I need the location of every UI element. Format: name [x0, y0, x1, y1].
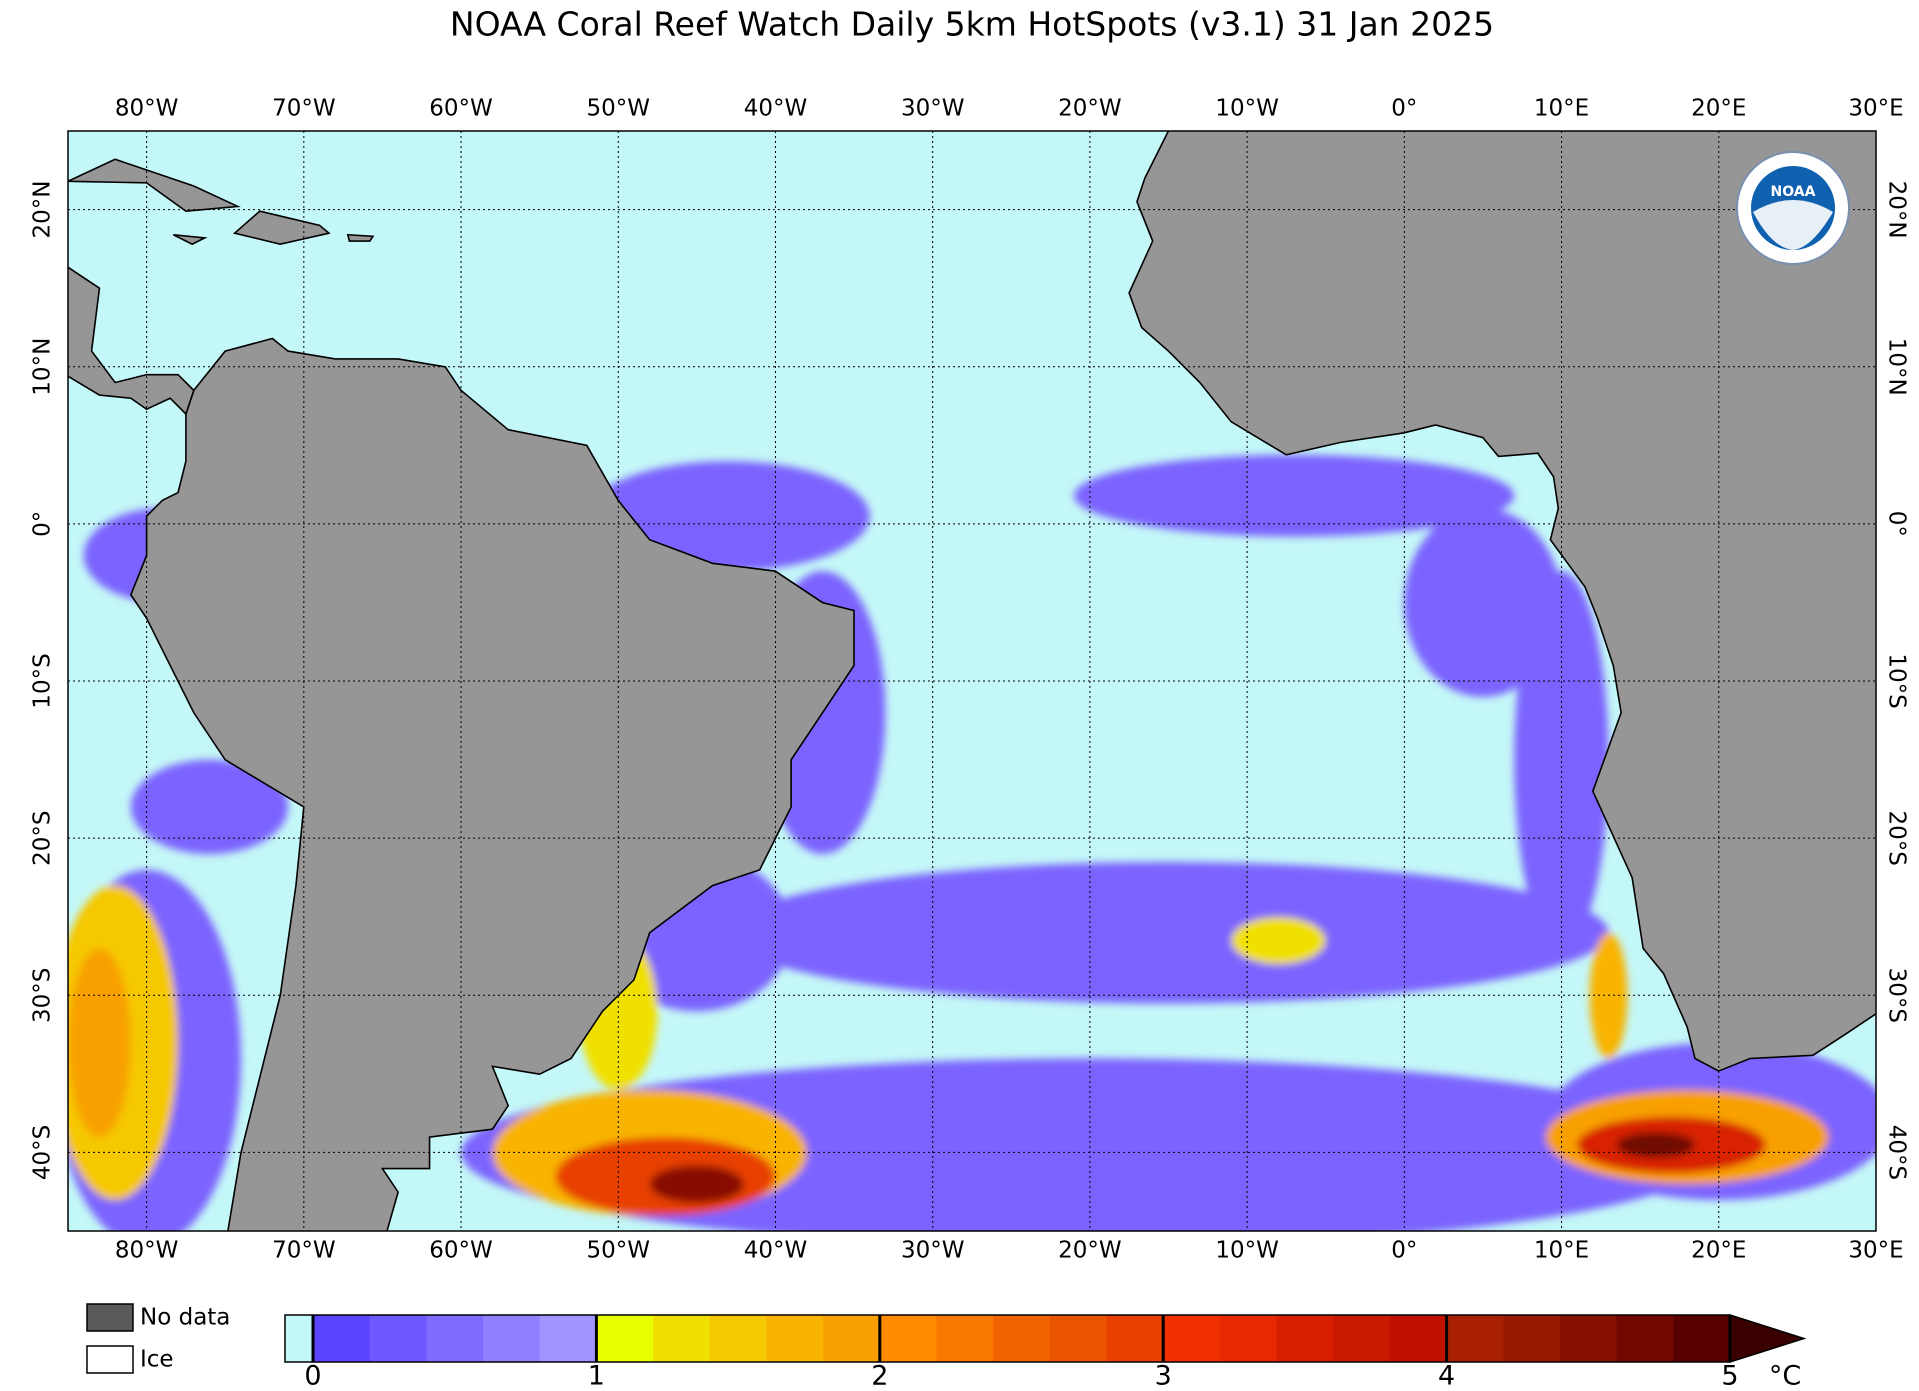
- x-tick-label-bottom: 80°W: [115, 1238, 179, 1264]
- x-tick-label-top: 20°W: [1058, 96, 1122, 122]
- legend-swatch: [86, 1303, 134, 1332]
- x-tick-label-top: 60°W: [429, 96, 493, 122]
- y-tick-label-left: 20°S: [30, 810, 56, 865]
- x-tick-label-top: 70°W: [272, 96, 336, 122]
- colorbar-cell: [539, 1315, 597, 1362]
- colorbar-cell: [653, 1315, 711, 1362]
- y-tick-label-left: 40°S: [30, 1125, 56, 1180]
- colorbar-cell: [879, 1315, 937, 1362]
- colorbar-below: [285, 1315, 313, 1362]
- logo-bird: [1753, 200, 1833, 250]
- colorbar-cell: [596, 1315, 654, 1362]
- x-tick-label-top: 40°W: [744, 96, 808, 122]
- x-tick-label-top: 30°E: [1848, 96, 1903, 122]
- y-tick-label-right: 10°S: [1884, 653, 1910, 708]
- noaa-logo: NOAA: [1736, 151, 1850, 265]
- land: [68, 131, 1876, 1231]
- y-tick-label-right: 40°S: [1884, 1125, 1910, 1180]
- colorbar-cell: [1163, 1315, 1221, 1362]
- x-tick-label-bottom: 50°W: [587, 1238, 651, 1264]
- x-tick-label-top: 10°W: [1215, 96, 1279, 122]
- colorbar-tick-label: 4: [1438, 1361, 1455, 1391]
- x-tick-label-top: 50°W: [587, 96, 651, 122]
- colorbar-cell: [1276, 1315, 1334, 1362]
- x-tick-label-top: 80°W: [115, 96, 179, 122]
- colorbar-unit: °C: [1769, 1361, 1801, 1391]
- legend-swatch: [86, 1345, 134, 1374]
- logo-text: NOAA: [1771, 184, 1816, 200]
- x-tick-label-bottom: 20°W: [1058, 1238, 1122, 1264]
- colorbar-tick-label: 2: [871, 1361, 888, 1391]
- colorbar-cell: [936, 1315, 994, 1362]
- map-frame: [67, 130, 1877, 1232]
- y-tick-label-left: 10°N: [30, 338, 56, 396]
- colorbar-cell: [1446, 1315, 1504, 1362]
- x-tick-label-bottom: 30°E: [1848, 1238, 1903, 1264]
- colorbar-above: [1729, 1313, 1807, 1364]
- colorbar-cell: [1503, 1315, 1561, 1362]
- y-tick-label-right: 20°S: [1884, 810, 1910, 865]
- legend-label: No data: [140, 1305, 230, 1331]
- colorbar-cell: [369, 1315, 427, 1362]
- x-tick-label-bottom: 0°: [1391, 1238, 1417, 1264]
- colorbar-cell: [1559, 1315, 1618, 1362]
- colorbar-tick-label: 0: [304, 1361, 321, 1391]
- y-tick-label-left: 0°: [30, 511, 56, 537]
- x-tick-label-top: 10°E: [1534, 96, 1589, 122]
- x-tick-label-bottom: 10°E: [1534, 1238, 1589, 1264]
- colorbar-cell: [1049, 1315, 1108, 1362]
- colorbar: 0 1 2 3 4 5 °C: [284, 1313, 1807, 1391]
- colorbar-cell: [1616, 1315, 1674, 1362]
- y-tick-label-right: 20°N: [1884, 181, 1910, 239]
- colorbar-cell: [1673, 1315, 1731, 1362]
- y-tick-label-right: 30°S: [1884, 968, 1910, 1023]
- legend: No data Ice: [86, 1303, 230, 1374]
- x-tick-label-bottom: 70°W: [272, 1238, 336, 1264]
- colorbar-tick-label: 1: [588, 1361, 605, 1391]
- x-tick-label-bottom: 10°W: [1215, 1238, 1279, 1264]
- graticule: [68, 131, 1876, 1231]
- map-area: [68, 131, 1876, 1231]
- colorbar-cell: [426, 1315, 484, 1362]
- x-tick-label-top: 20°E: [1691, 96, 1746, 122]
- map-title: NOAA Coral Reef Watch Daily 5km HotSpots…: [450, 5, 1494, 44]
- colorbar-cell: [1219, 1315, 1278, 1362]
- colorbar-cell: [483, 1315, 541, 1362]
- y-tick-label-right: 0°: [1884, 511, 1910, 537]
- y-tick-label-right: 10°N: [1884, 338, 1910, 396]
- colorbar-cell: [709, 1315, 767, 1362]
- x-tick-label-top: 30°W: [901, 96, 965, 122]
- x-tick-label-top: 0°: [1391, 96, 1417, 122]
- colorbar-cell: [993, 1315, 1051, 1362]
- y-tick-label-left: 30°S: [30, 968, 56, 1023]
- colorbar-cell: [1333, 1315, 1391, 1362]
- colorbar-cell: [766, 1315, 824, 1362]
- colorbar-cell: [1389, 1315, 1448, 1362]
- x-tick-label-bottom: 20°E: [1691, 1238, 1746, 1264]
- colorbar-tick-label: 3: [1155, 1361, 1172, 1391]
- x-tick-label-bottom: 30°W: [901, 1238, 965, 1264]
- y-tick-label-left: 10°S: [30, 653, 56, 708]
- colorbar-tick-label: 5: [1721, 1361, 1738, 1391]
- legend-label: Ice: [140, 1347, 174, 1373]
- colorbar-cell: [313, 1315, 371, 1362]
- x-tick-label-bottom: 40°W: [744, 1238, 808, 1264]
- colorbar-cell: [1106, 1315, 1164, 1362]
- colorbar-cell: [823, 1315, 881, 1362]
- x-tick-label-bottom: 60°W: [429, 1238, 493, 1264]
- y-tick-label-left: 20°N: [30, 181, 56, 239]
